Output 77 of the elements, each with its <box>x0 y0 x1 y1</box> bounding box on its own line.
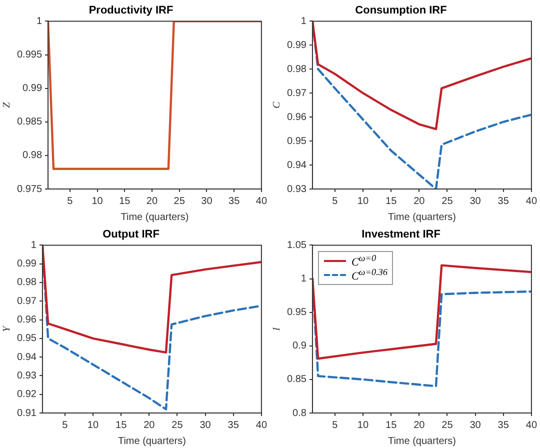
x-tick-label: 25 <box>442 196 454 207</box>
x-tick-label: 40 <box>526 196 538 207</box>
y-axis-title: C <box>272 101 283 108</box>
y-tick-label: 0.9 <box>292 340 307 352</box>
y-tick-label: 0.97 <box>16 296 37 307</box>
y-tick-label: 0.96 <box>16 314 37 326</box>
x-axis-title: Time (quarters) <box>118 436 186 447</box>
legend-label: C$^{ω=0}$ <box>351 253 376 270</box>
y-tick-label: 1 <box>300 16 307 27</box>
x-tick-label: 5 <box>67 196 74 207</box>
legend-label: C$^{ω=0.36}$ <box>351 267 388 284</box>
x-tick-label: 20 <box>144 420 156 431</box>
x-tick-label: 15 <box>116 420 128 431</box>
line-series <box>312 21 532 189</box>
chart-title: Productivity IRF <box>88 4 174 17</box>
y-tick-label: 0.93 <box>286 184 307 195</box>
y-axis-title: Z <box>2 102 13 108</box>
y-tick-label: 0.85 <box>286 374 307 386</box>
y-tick-label: 1.05 <box>286 240 307 251</box>
x-tick-label: 40 <box>256 420 268 431</box>
x-tick-label: 10 <box>357 196 369 207</box>
y-tick-label: 0.975 <box>16 184 42 195</box>
y-tick-label: 0.94 <box>16 352 37 363</box>
x-tick-label: 35 <box>228 420 240 431</box>
y-tick-label: 0.985 <box>16 116 42 128</box>
y-tick-label: 0.97 <box>286 88 307 99</box>
chart-title: Consumption IRF <box>355 4 448 17</box>
y-tick-label: 1 <box>36 16 42 27</box>
x-tick-label: 10 <box>357 420 369 431</box>
x-tick-label: 15 <box>386 196 398 207</box>
x-tick-label: 30 <box>470 420 482 431</box>
y-tick-label: 0.99 <box>286 40 307 51</box>
x-tick-label: 5 <box>332 420 338 431</box>
x-axis-title: Time (quarters) <box>388 212 456 223</box>
y-tick-label: 0.98 <box>22 150 42 162</box>
x-tick-label: 20 <box>414 420 426 431</box>
y-tick-label: 0.95 <box>286 136 307 147</box>
x-tick-label: 25 <box>174 196 186 207</box>
x-tick-label: 35 <box>228 196 240 207</box>
x-tick-label: 40 <box>526 420 538 431</box>
y-tick-label: 1 <box>30 240 37 251</box>
x-tick-label: 20 <box>146 196 158 207</box>
y-tick-label: 0.93 <box>16 370 37 382</box>
x-tick-label: 30 <box>200 420 212 431</box>
x-tick-label: 20 <box>414 196 426 207</box>
y-axis-title: Y <box>2 324 13 332</box>
x-tick-label: 35 <box>498 196 510 207</box>
x-tick-label: 15 <box>119 196 131 207</box>
x-tick-label: 30 <box>201 196 213 207</box>
y-tick-label: 0.98 <box>16 277 37 288</box>
y-tick-label: 0.99 <box>22 83 42 94</box>
x-tick-label: 30 <box>470 196 482 207</box>
y-tick-label: 1 <box>300 274 307 285</box>
y-tick-label: 0.96 <box>286 112 307 123</box>
y-tick-label: 0.95 <box>286 307 307 318</box>
x-tick-label: 10 <box>92 196 104 207</box>
x-tick-label: 15 <box>386 420 398 431</box>
y-tick-label: 0.995 <box>16 50 42 61</box>
y-tick-label: 0.99 <box>16 258 37 270</box>
x-tick-label: 5 <box>62 420 68 431</box>
y-axis-title: I <box>272 326 283 332</box>
y-tick-label: 0.8 <box>292 408 307 419</box>
x-tick-label: 35 <box>498 420 510 431</box>
x-tick-label: 5 <box>332 196 338 207</box>
x-axis-title: Time (quarters) <box>120 212 189 223</box>
x-axis-title: Time (quarters) <box>388 436 456 447</box>
chart-title: Investment IRF <box>362 228 441 241</box>
chart-title: Output IRF <box>102 228 160 241</box>
y-tick-label: 0.92 <box>16 389 37 400</box>
y-tick-label: 0.91 <box>16 408 37 419</box>
y-tick-label: 0.94 <box>286 160 307 171</box>
x-tick-label: 40 <box>256 196 268 207</box>
x-tick-label: 25 <box>442 420 454 431</box>
y-tick-label: 0.95 <box>16 333 37 344</box>
x-tick-label: 10 <box>87 420 99 431</box>
x-tick-label: 25 <box>172 420 184 431</box>
y-tick-label: 0.98 <box>286 64 307 75</box>
